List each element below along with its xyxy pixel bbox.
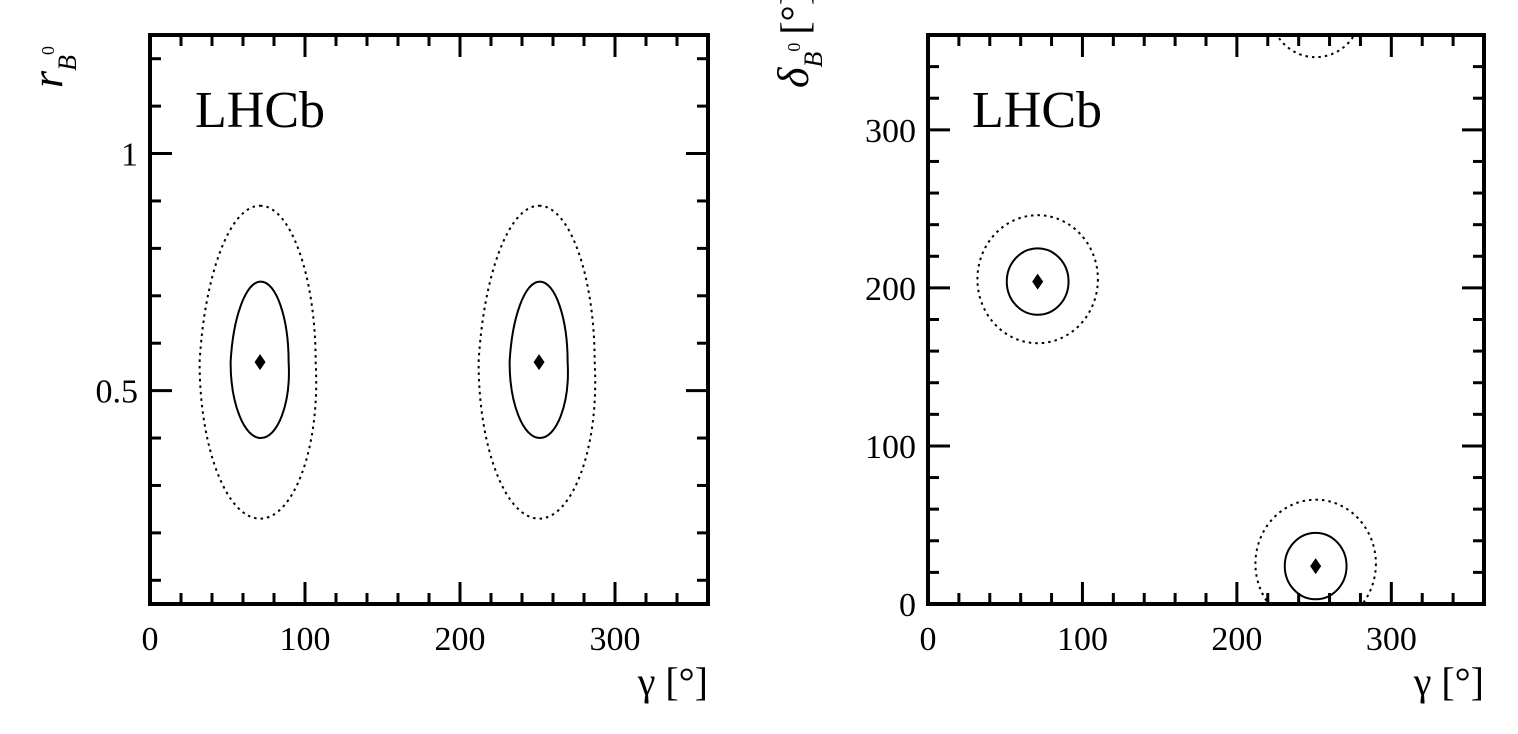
contours bbox=[198, 204, 597, 520]
y-tick-label: 1 bbox=[121, 137, 138, 174]
y-tick-label: 200 bbox=[865, 271, 916, 308]
best-fit-marker bbox=[1032, 273, 1044, 290]
lhcb-label: LHCb bbox=[195, 82, 325, 139]
right-panel-delta-vs-gamma: 0 100 200 300 0 100 200 300 LHCb γ [°] δB0[°] bbox=[769, 0, 1486, 704]
x-tick-label: 0 bbox=[920, 621, 937, 658]
contour-95cl bbox=[1254, 498, 1377, 604]
contour-68cl bbox=[1005, 247, 1070, 316]
contour-68cl bbox=[508, 280, 569, 440]
y-axis-title-text: rB0 bbox=[23, 46, 82, 88]
x-tick-label: 300 bbox=[590, 621, 641, 658]
y-tick-label: 0 bbox=[899, 587, 916, 624]
y-tick-label: 0.5 bbox=[96, 374, 139, 411]
x-axis-title: γ [°] bbox=[637, 659, 708, 704]
y-axis-title: rB0 bbox=[23, 46, 82, 88]
best-fit-marker bbox=[254, 354, 266, 371]
contour-68cl bbox=[229, 280, 290, 440]
contours bbox=[976, 35, 1377, 604]
contour-95cl bbox=[976, 214, 1099, 345]
lhcb-label: LHCb bbox=[972, 82, 1102, 139]
x-tick-label: 100 bbox=[280, 621, 331, 658]
x-tick-label: 100 bbox=[1057, 621, 1108, 658]
x-tick-label: 200 bbox=[435, 621, 486, 658]
y-tick-label: 100 bbox=[865, 429, 916, 466]
contour-68cl bbox=[1283, 531, 1348, 601]
x-tick-label: 300 bbox=[1366, 621, 1417, 658]
y-tick-label: 300 bbox=[865, 113, 916, 150]
contour-95cl bbox=[1275, 35, 1356, 59]
y-axis-title-text: δB0[°] bbox=[769, 0, 828, 88]
x-tick-label: 200 bbox=[1211, 621, 1262, 658]
y-axis-title: δB0[°] bbox=[769, 0, 828, 88]
x-tick-label: 0 bbox=[142, 621, 159, 658]
left-panel-r-vs-gamma: 0 100 200 300 0.5 1 LHCb γ [°] rB0 bbox=[23, 33, 710, 704]
best-fit-marker bbox=[1310, 558, 1322, 575]
best-fit-marker bbox=[533, 354, 545, 371]
x-axis-title: γ [°] bbox=[1413, 659, 1484, 704]
